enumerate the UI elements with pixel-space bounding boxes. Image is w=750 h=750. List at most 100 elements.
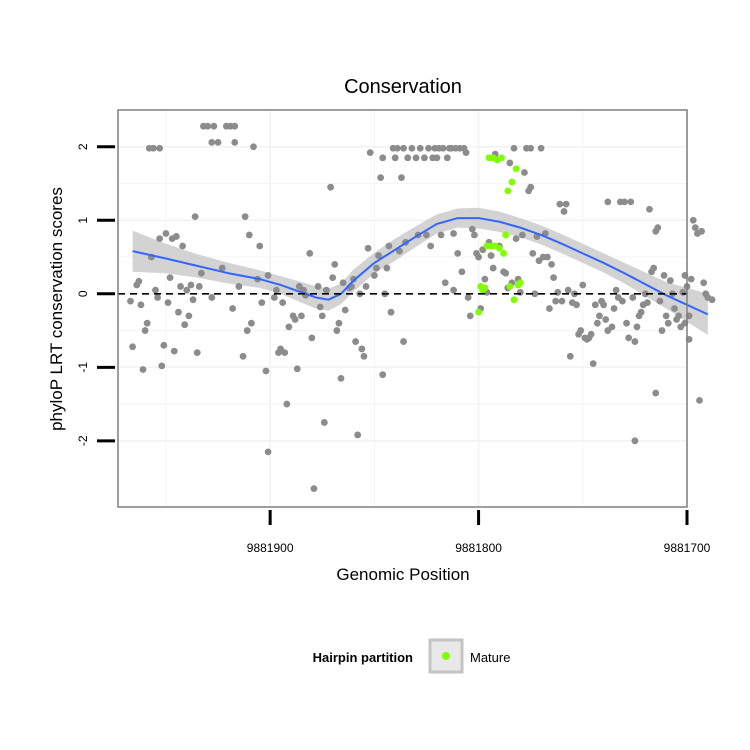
data-point-other (279, 299, 287, 307)
data-point-other (558, 297, 566, 305)
data-point-other (373, 264, 380, 272)
data-point-other (687, 275, 695, 283)
data-point-other (245, 231, 253, 239)
data-point-mature (481, 284, 489, 292)
data-point-other (593, 319, 601, 327)
data-point-other (335, 319, 343, 327)
data-point-other (596, 312, 603, 320)
data-point-other (264, 272, 272, 279)
data-point-other (696, 396, 703, 404)
data-point-other (333, 327, 341, 334)
data-point-other (666, 277, 674, 284)
x-tick-label: 9881700 (664, 541, 711, 555)
data-point-other (537, 144, 545, 152)
data-point-other (362, 283, 370, 290)
data-point-other (675, 312, 683, 320)
data-point-other (308, 334, 316, 342)
data-point-other (587, 330, 595, 338)
data-point-other (341, 306, 349, 314)
data-point-other (306, 249, 314, 257)
data-point-other (612, 286, 620, 294)
data-point-other (433, 154, 441, 162)
data-point-other (423, 231, 430, 239)
data-point-other (177, 283, 184, 290)
smooth-line-layer (132, 217, 709, 316)
data-point-other (139, 366, 147, 373)
data-point-other (137, 301, 145, 309)
data-point-other (629, 294, 637, 301)
data-point-other (181, 321, 189, 329)
data-point-other (610, 305, 618, 312)
data-point-other (439, 144, 447, 152)
data-point-other (625, 334, 633, 342)
data-point-other (208, 138, 216, 146)
legend-label-mature: Mature (470, 650, 510, 665)
data-point-other (660, 272, 668, 279)
data-point-other (398, 174, 405, 182)
y-tick-label: 1 (76, 217, 90, 224)
data-point-other (243, 327, 251, 334)
data-point-other (671, 305, 678, 312)
chart-title: Conservation (344, 76, 462, 98)
data-point-mature (516, 279, 524, 287)
data-point-other (360, 352, 368, 360)
data-point-mature (498, 154, 505, 162)
data-point-other (298, 312, 305, 320)
data-point-mature (506, 283, 514, 290)
data-point-other (652, 389, 660, 397)
data-point-other (602, 316, 610, 323)
data-point-other (250, 143, 257, 151)
data-point-other (193, 349, 201, 357)
data-point-other (637, 308, 645, 316)
data-point-other (608, 323, 616, 331)
legend-title: Hairpin partition (313, 650, 413, 665)
data-point-mature (496, 244, 503, 252)
points-mature-layer (475, 154, 524, 316)
data-point-other (641, 290, 649, 298)
data-point-other (210, 122, 218, 130)
data-point-other (566, 352, 574, 360)
data-point-other (143, 319, 151, 327)
data-point-other (564, 286, 572, 294)
data-point-other (502, 269, 510, 277)
data-point-other (231, 138, 239, 146)
data-point-other (273, 286, 280, 294)
data-point-other (468, 225, 476, 233)
data-point-other (643, 299, 651, 307)
y-tick-label: -2 (76, 435, 90, 446)
data-point-other (471, 231, 478, 239)
data-point-other (314, 283, 322, 290)
data-point-other (291, 316, 299, 323)
data-point-other (323, 286, 330, 294)
data-point-other (316, 303, 324, 311)
data-point-other (318, 312, 326, 320)
data-point-other (189, 296, 197, 304)
data-point-other (156, 144, 164, 152)
data-point-other (554, 288, 562, 296)
data-point-other (175, 308, 182, 316)
data-point-other (427, 242, 435, 250)
x-axis-title: Genomic Position (336, 565, 469, 584)
y-tick-label: 2 (76, 143, 90, 150)
data-point-other (331, 260, 339, 268)
data-point-other (385, 242, 393, 250)
data-point-other (552, 297, 560, 305)
data-point-other (164, 299, 172, 307)
y-axis-title: phyloP LRT conservation scores (47, 187, 66, 431)
data-point-other (600, 301, 608, 309)
data-point-other (387, 308, 395, 316)
data-point-other (466, 312, 474, 320)
data-point-other (425, 144, 432, 152)
legend-mature-dot (442, 652, 450, 660)
data-point-other (664, 319, 672, 327)
data-point-other (604, 198, 612, 206)
data-point-other (150, 144, 157, 152)
data-point-other (458, 268, 466, 276)
data-point-mature (508, 178, 516, 186)
data-point-other (556, 200, 564, 208)
data-point-other (621, 198, 628, 206)
data-point-other (156, 235, 164, 243)
data-point-other (443, 154, 451, 162)
data-point-other (293, 365, 301, 373)
data-point-other (441, 279, 449, 287)
